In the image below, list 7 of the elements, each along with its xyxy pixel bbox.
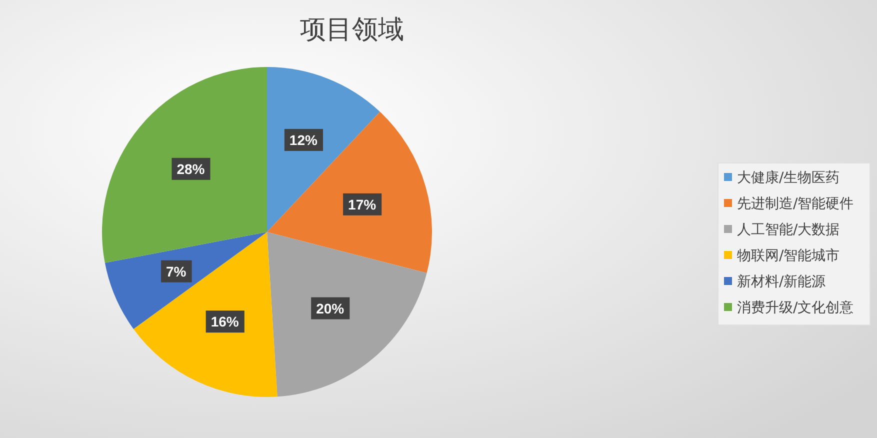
- legend-label: 人工智能/大数据: [737, 222, 840, 238]
- legend-label: 物联网/智能城市: [737, 248, 840, 264]
- legend-label: 新材料/新能源: [737, 274, 826, 290]
- legend-label: 大健康/生物医药: [737, 170, 840, 186]
- legend-label: 先进制造/智能硬件: [737, 196, 854, 212]
- legend-label: 消费升级/文化创意: [737, 300, 854, 316]
- title: 项目领域: [300, 15, 404, 45]
